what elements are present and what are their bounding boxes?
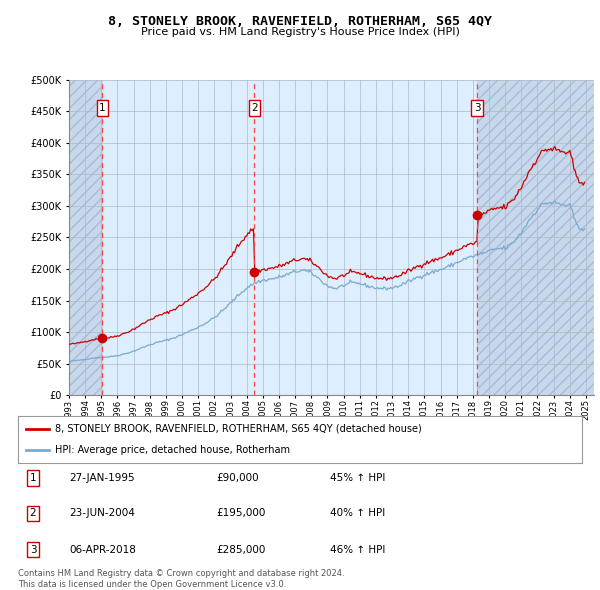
Bar bbox=[69, 80, 103, 395]
Bar bbox=[477, 80, 594, 395]
Text: £285,000: £285,000 bbox=[216, 545, 265, 555]
Text: £90,000: £90,000 bbox=[216, 473, 259, 483]
Text: 2: 2 bbox=[251, 103, 258, 113]
Text: 23-JUN-2004: 23-JUN-2004 bbox=[69, 509, 135, 518]
Text: 1: 1 bbox=[29, 473, 37, 483]
Text: 40% ↑ HPI: 40% ↑ HPI bbox=[330, 509, 385, 518]
Text: HPI: Average price, detached house, Rotherham: HPI: Average price, detached house, Roth… bbox=[55, 445, 290, 455]
Text: 2: 2 bbox=[29, 509, 37, 518]
Text: Price paid vs. HM Land Registry's House Price Index (HPI): Price paid vs. HM Land Registry's House … bbox=[140, 27, 460, 37]
Text: Contains HM Land Registry data © Crown copyright and database right 2024.
This d: Contains HM Land Registry data © Crown c… bbox=[18, 569, 344, 589]
Text: £195,000: £195,000 bbox=[216, 509, 265, 518]
Text: 06-APR-2018: 06-APR-2018 bbox=[69, 545, 136, 555]
Text: 8, STONELY BROOK, RAVENFIELD, ROTHERHAM, S65 4QY (detached house): 8, STONELY BROOK, RAVENFIELD, ROTHERHAM,… bbox=[55, 424, 421, 434]
Text: 3: 3 bbox=[474, 103, 481, 113]
Text: 1: 1 bbox=[99, 103, 106, 113]
Text: 8, STONELY BROOK, RAVENFIELD, ROTHERHAM, S65 4QY: 8, STONELY BROOK, RAVENFIELD, ROTHERHAM,… bbox=[108, 15, 492, 28]
Text: 45% ↑ HPI: 45% ↑ HPI bbox=[330, 473, 385, 483]
Text: 27-JAN-1995: 27-JAN-1995 bbox=[69, 473, 134, 483]
Text: 46% ↑ HPI: 46% ↑ HPI bbox=[330, 545, 385, 555]
Bar bbox=[477, 80, 594, 395]
Text: 3: 3 bbox=[29, 545, 37, 555]
Bar bbox=[69, 80, 103, 395]
